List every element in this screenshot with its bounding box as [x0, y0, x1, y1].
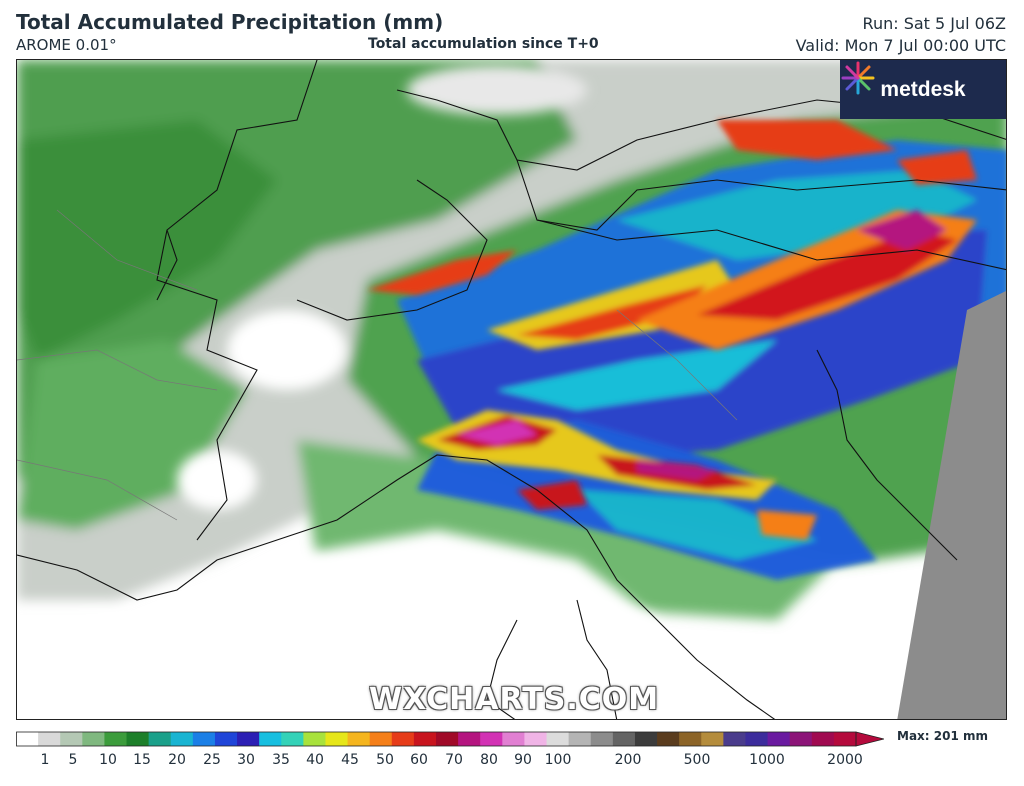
- chart-subtitle: Total accumulation since T+0: [368, 36, 599, 52]
- colorbar-segment: [767, 732, 791, 746]
- colorbar-segment: [148, 732, 172, 746]
- colorbar-tick-label: 500: [683, 752, 711, 768]
- wxcharts-watermark: WXCHARTS.COM: [369, 682, 660, 717]
- colorbar-tick-label: 90: [514, 752, 532, 768]
- colorbar-tick-label: 15: [133, 752, 151, 768]
- colorbar-segment: [789, 732, 813, 746]
- colorbar-segment: [303, 732, 327, 746]
- colorbar-tick-label: 100: [544, 752, 572, 768]
- colorbar-tick-label: 1000: [749, 752, 785, 768]
- valid-time: Valid: Mon 7 Jul 00:00 UTC: [795, 36, 1006, 55]
- colorbar-segment: [833, 732, 857, 746]
- colorbar-tick-label: 2000: [827, 752, 863, 768]
- colorbar-segment: [126, 732, 150, 746]
- colorbar-segment: [369, 732, 393, 746]
- colorbar-segment: [281, 732, 304, 746]
- colorbar-segment: [237, 732, 260, 746]
- colorbar-segment: [546, 732, 570, 746]
- region-lines-layer: [17, 209, 738, 521]
- colorbar-segment: [413, 732, 437, 746]
- colorbar-segment: [679, 732, 702, 746]
- colorbar-tick-label: 50: [376, 752, 394, 768]
- colorbar-segment: [325, 732, 349, 746]
- colorbar-segment: [657, 732, 680, 746]
- colorbar-tick-label: 70: [445, 752, 463, 768]
- colorbar-tick-label: 10: [99, 752, 117, 768]
- colorbar: [16, 731, 884, 747]
- colorbar-segment: [436, 732, 459, 746]
- colorbar-tick-label: 30: [237, 752, 255, 768]
- colorbar-tick-label: 5: [68, 752, 78, 768]
- metdesk-starburst-icon: [841, 61, 875, 95]
- metdesk-logo: metdesk: [840, 60, 1006, 119]
- colorbar-segment: [347, 732, 371, 746]
- colorbar-tick-label: 80: [480, 752, 498, 768]
- colorbar-segment: [82, 732, 106, 746]
- colorbar-segment: [391, 732, 415, 746]
- colorbar-segment: [502, 732, 526, 746]
- moderate-precip-layer: [397, 140, 1006, 580]
- colorbar-border: [16, 731, 857, 747]
- map-canvas: [17, 60, 1006, 719]
- colorbar-tick-label: 20: [168, 752, 186, 768]
- colorbar-segment: [458, 732, 481, 746]
- colorbar-extend-arrow: [855, 731, 884, 747]
- colorbar-segment: [170, 732, 194, 746]
- colorbar-segment: [104, 732, 128, 746]
- colorbar-segment: [38, 732, 61, 746]
- colorbar-segment: [568, 732, 592, 746]
- colorbar-tick-label: 35: [272, 752, 290, 768]
- model-label: AROME 0.01°: [16, 36, 117, 54]
- colorbar-segment: [214, 732, 238, 746]
- colorbar-segment: [16, 732, 39, 746]
- chart-title: Total Accumulated Precipitation (mm): [16, 10, 444, 34]
- colorbar-segment: [590, 732, 614, 746]
- colorbar-tick-label: 60: [410, 752, 428, 768]
- colorbar-tick-label: 40: [306, 752, 324, 768]
- max-value-label: Max: 201 mm: [897, 729, 988, 743]
- colorbar-segment: [723, 732, 747, 746]
- run-time: Run: Sat 5 Jul 06Z: [862, 14, 1006, 33]
- metdesk-logo-text: metdesk: [880, 77, 966, 101]
- colorbar-segment: [524, 732, 548, 746]
- colorbar-segment: [701, 732, 724, 746]
- colorbar-tick-label: 1: [40, 752, 50, 768]
- colorbar-segment: [634, 732, 658, 746]
- colorbar-tick-label: 45: [341, 752, 359, 768]
- colorbar-tick-label: 25: [203, 752, 221, 768]
- precipitation-map: metdesk WXCHARTS.COM: [16, 59, 1007, 720]
- colorbar-segment: [612, 732, 636, 746]
- colorbar-segment: [480, 732, 503, 746]
- borders-layer: [17, 60, 1006, 719]
- no-data-area: [897, 290, 1006, 719]
- colorbar-segment: [192, 732, 216, 746]
- colorbar-segment: [60, 732, 83, 746]
- colorbar-segment: [811, 732, 835, 746]
- colorbar-tick-label: 200: [614, 752, 642, 768]
- colorbar-segment: [259, 732, 282, 746]
- colorbar-segment: [745, 732, 769, 746]
